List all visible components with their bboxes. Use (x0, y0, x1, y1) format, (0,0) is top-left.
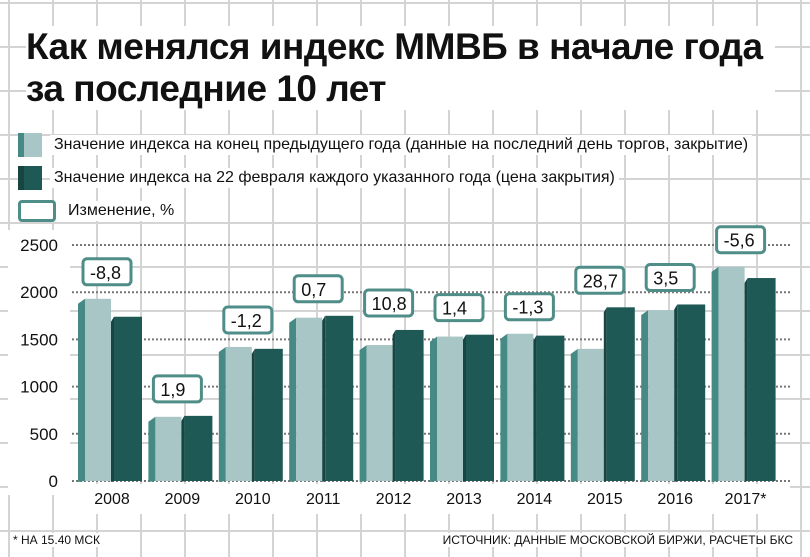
legend-item-feb22: Значение индекса на 22 февраля каждого у… (18, 161, 752, 194)
x-tick-label: 2012 (376, 491, 412, 508)
legend: Значение индекса на конец предыдущего го… (18, 128, 753, 227)
bar-side-prev (641, 310, 649, 482)
bar-prev-year (366, 345, 393, 481)
bar-feb22 (536, 335, 565, 481)
chart-title: Как менялся индекс ММВБ в начале года за… (26, 26, 775, 110)
x-tick-label: 2009 (165, 491, 201, 508)
x-tick-label: 2010 (235, 491, 271, 508)
legend-swatch-box (18, 199, 56, 222)
x-tick-label: 2008 (94, 491, 130, 508)
bar-side-prev (430, 336, 437, 482)
y-axis-bg (8, 230, 70, 495)
legend-label: Значение индекса на конец предыдущего го… (50, 134, 753, 155)
change-label-box (574, 265, 626, 295)
bar-side-feb (744, 278, 748, 482)
bar-feb22 (114, 316, 142, 481)
legend-item-change: Изменение, % (18, 194, 752, 227)
bar-prev-year (296, 317, 323, 481)
bar-prev-year (85, 298, 111, 481)
legend-label: Изменение, % (64, 200, 179, 221)
bar-side-prev (218, 346, 226, 482)
bar-side-prev (500, 333, 508, 482)
legend-swatch-dark (18, 165, 42, 190)
bar-side-prev (359, 345, 367, 482)
bar-side-prev (78, 298, 85, 482)
bar-prev-year (718, 266, 745, 481)
x-tick-label: 2017* (725, 491, 767, 508)
bar-prev-year (648, 310, 675, 481)
x-tick-label: 2013 (446, 491, 482, 508)
bar-side-feb (603, 307, 607, 482)
bar-side-feb (674, 304, 678, 482)
bar-prev-year (577, 348, 604, 481)
x-axis-bg (70, 484, 790, 514)
x-tick-label: 2011 (306, 491, 341, 508)
bar-feb22 (466, 334, 494, 481)
change-label: 28,7 (583, 271, 618, 291)
change-label: -1,2 (231, 311, 262, 331)
bar-prev-year (507, 333, 534, 481)
change-label-box (363, 288, 415, 318)
change-label-box (503, 292, 555, 322)
change-label: 3,5 (653, 268, 678, 288)
bar-side-feb (392, 329, 396, 482)
y-tick-label: 2000 (20, 283, 58, 302)
title-line-1: Как менялся индекс ММВБ в начале года (26, 26, 769, 68)
x-tick-label: 2016 (657, 491, 693, 508)
change-label-box (292, 274, 344, 304)
change-label-box (222, 305, 274, 335)
change-label: -1,3 (512, 298, 543, 318)
y-tick-label: 500 (30, 425, 58, 444)
change-label: 10,8 (372, 294, 407, 314)
source: ИСТОЧНИК: ДАННЫЕ МОСКОВСКОЙ БИРЖИ, РАСЧЕ… (439, 533, 796, 547)
bar-side-feb (463, 334, 466, 482)
bar-side-feb (181, 415, 185, 482)
bar-feb22 (606, 307, 635, 481)
change-label: 0,7 (301, 280, 326, 300)
title-line-2: за последние 10 лет (26, 68, 392, 110)
bar-side-feb (251, 348, 255, 482)
change-label-box (81, 257, 133, 287)
bar-side-feb (322, 315, 326, 482)
bar-side-feb (533, 335, 537, 482)
bar-side-prev (148, 416, 156, 482)
change-label: 1,4 (442, 299, 467, 319)
change-label: -8,8 (90, 263, 121, 283)
bar-feb22 (184, 415, 213, 481)
bar-feb22 (254, 348, 283, 481)
bar-prev-year (225, 346, 252, 481)
y-tick-label: 1000 (20, 378, 58, 397)
bar-side-prev (289, 317, 297, 482)
change-label: 1,9 (160, 380, 185, 400)
bar-side-prev (711, 266, 719, 482)
bar-feb22 (677, 304, 706, 481)
bar-feb22 (325, 315, 354, 481)
bar-prev-year (155, 416, 182, 481)
change-label: -5,6 (724, 231, 755, 251)
legend-label: Значение индекса на 22 февраля каждого у… (50, 167, 619, 188)
footnote: * НА 15.40 МСК (10, 533, 104, 547)
y-tick-label: 2500 (20, 236, 58, 255)
x-tick-label: 2015 (587, 491, 623, 508)
change-label-box (715, 225, 767, 255)
change-label-box (433, 293, 485, 323)
legend-swatch-light (18, 132, 42, 157)
y-tick-label: 0 (49, 472, 58, 491)
bar-side-feb (111, 316, 114, 482)
change-label-box (151, 374, 203, 404)
y-tick-label: 1500 (20, 330, 58, 349)
x-tick-label: 2014 (517, 491, 553, 508)
legend-item-prev-year: Значение индекса на конец предыдущего го… (18, 128, 753, 161)
bar-side-prev (570, 348, 578, 482)
bar-prev-year (437, 336, 463, 481)
bar-feb22 (395, 329, 424, 481)
bar-feb22 (747, 278, 776, 481)
change-label-box (644, 262, 696, 292)
